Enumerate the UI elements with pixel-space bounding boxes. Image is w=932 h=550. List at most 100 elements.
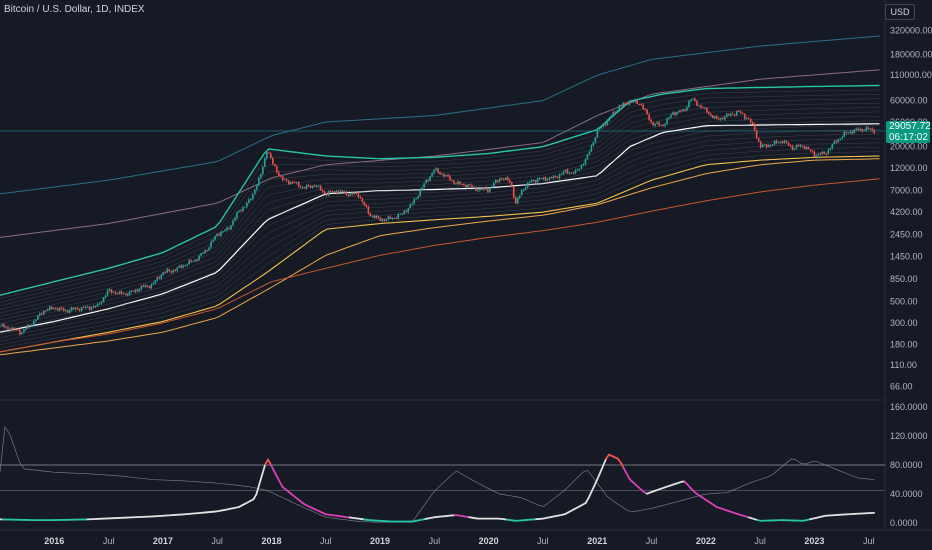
candle-body [710, 114, 712, 116]
candle-body [361, 198, 364, 202]
candle-body [775, 140, 778, 143]
price-axis-tick: 300.00 [890, 318, 918, 328]
candle-body [658, 122, 660, 126]
candle-body [684, 109, 686, 111]
candle-body [803, 146, 806, 149]
time-axis-tick: Jul [103, 536, 115, 546]
candle-body [560, 173, 563, 175]
candle-body [313, 185, 316, 187]
candle-body [799, 145, 802, 147]
candle-body [871, 128, 873, 131]
candle-body [76, 307, 79, 310]
candle-body [479, 188, 481, 191]
candle-body [594, 137, 597, 143]
candle-body [614, 111, 617, 113]
candle-body [745, 118, 748, 120]
oscillator-main-segment [596, 471, 602, 481]
candle-body [600, 126, 603, 129]
candle-body [90, 307, 93, 310]
candle-body [148, 286, 151, 289]
candle-body [664, 124, 666, 126]
candle-body [624, 102, 627, 104]
candle-body [634, 100, 636, 102]
candle-body [612, 111, 615, 116]
currency-button[interactable]: USD [885, 4, 915, 20]
candle-body [815, 155, 818, 157]
candle-body [194, 260, 196, 262]
time-axis-tick: Jul [320, 536, 332, 546]
price-axis-tick: 180.00 [890, 339, 918, 349]
candle-body [725, 113, 728, 117]
candle-body [791, 145, 794, 150]
candle-body [281, 176, 284, 181]
candle-body [857, 128, 860, 130]
candle-body [21, 332, 23, 335]
candle-body [620, 105, 623, 107]
candle-body [552, 176, 555, 179]
candle-body [540, 178, 543, 179]
candle-body [801, 145, 804, 147]
oscillator-main-segment [599, 464, 605, 474]
candle-body [727, 113, 730, 116]
oscillator-main-segment [252, 493, 258, 501]
candle-body [56, 308, 59, 311]
candle-body [64, 310, 67, 312]
candle-body [1, 324, 3, 326]
candle-body [273, 163, 276, 167]
candle-body [751, 122, 754, 125]
candle-body [351, 192, 354, 195]
candle-body [228, 227, 230, 230]
candle-body [602, 124, 605, 127]
candle-body [690, 99, 692, 102]
candle-body [150, 284, 153, 289]
candle-body [720, 117, 722, 120]
candle-body [873, 130, 875, 134]
time-axis-tick: Jul [211, 536, 223, 546]
candle-body [136, 289, 139, 292]
candle-body [27, 324, 29, 329]
fan-line-13 [0, 142, 880, 342]
candle-body [763, 144, 766, 146]
candle-body [198, 255, 200, 261]
candle-body [765, 144, 768, 148]
candle-body [729, 113, 732, 116]
candle-body [578, 168, 581, 170]
candle-body [303, 187, 306, 189]
candle-body [512, 187, 515, 198]
candle-body [455, 183, 457, 185]
candle-body [291, 181, 294, 183]
candle-body [618, 105, 621, 111]
band-floor [0, 158, 880, 356]
oscillator-main-segment [590, 484, 596, 493]
candle-body [200, 253, 202, 256]
candle-body [686, 107, 688, 111]
candle-body [152, 283, 155, 285]
candle-body [389, 216, 392, 219]
candle-body [546, 179, 549, 181]
candle-body [134, 289, 137, 292]
candle-body [536, 178, 539, 183]
candle-body [542, 177, 545, 179]
candle-body [835, 141, 838, 143]
candle-body [823, 151, 826, 154]
price-axis-tick: 500.00 [890, 296, 918, 306]
candle-body [146, 285, 149, 287]
candle-body [487, 189, 489, 192]
candle-body [138, 289, 141, 292]
candle-body [497, 180, 499, 182]
candle-body [737, 111, 740, 112]
candle-body [498, 178, 501, 182]
candle-body [463, 184, 465, 186]
candle-body [184, 265, 186, 267]
candle-body [652, 122, 654, 126]
candle-body [731, 113, 734, 115]
candle-body [795, 145, 798, 149]
candle-body [493, 183, 495, 187]
price-axis-tick: 60000.00 [890, 96, 928, 106]
candle-body [44, 310, 47, 312]
candle-body [510, 182, 513, 188]
candle-body [544, 177, 547, 181]
candle-body [192, 261, 194, 262]
candle-body [588, 151, 591, 155]
